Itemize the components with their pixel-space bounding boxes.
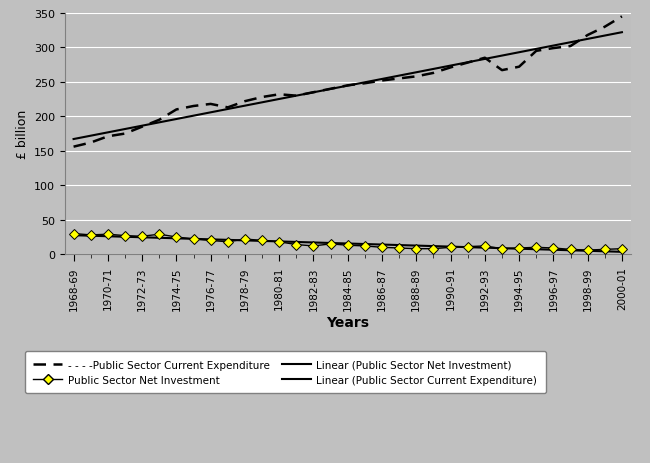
Y-axis label: £ billion: £ billion — [16, 110, 29, 159]
X-axis label: Years: Years — [326, 315, 369, 329]
Legend: - - - -Public Sector Current Expenditure, Public Sector Net Investment, Linear (: - - - -Public Sector Current Expenditure… — [25, 351, 545, 394]
